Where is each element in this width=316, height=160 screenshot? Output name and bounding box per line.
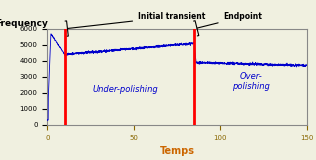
Text: Frequency: Frequency [0,19,48,28]
Text: Endpoint: Endpoint [194,12,263,36]
Text: Initial transient: Initial transient [65,12,205,36]
Text: Over-
polishing: Over- polishing [232,72,270,91]
Text: Under-polishing: Under-polishing [92,85,158,94]
X-axis label: Temps: Temps [160,146,194,156]
